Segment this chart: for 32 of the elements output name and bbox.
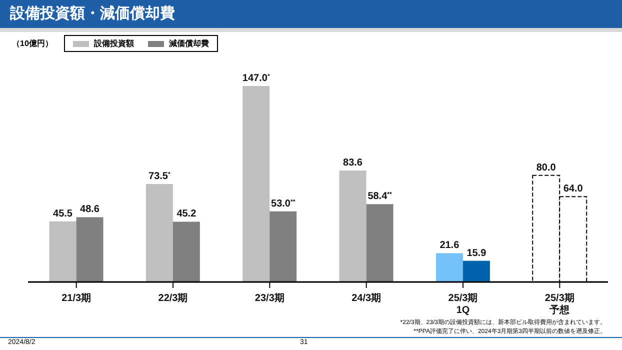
bar — [436, 253, 463, 282]
data-label: 147.0$^{*}$ — [242, 73, 270, 84]
text: （10億円） — [12, 38, 53, 49]
data-label: 80.0 — [536, 162, 556, 174]
x-tick-label: 23/3期 — [254, 293, 286, 305]
legend-label: 減価償却費 — [169, 38, 209, 49]
x-tick-label: 22/3期 — [157, 293, 189, 305]
x-tick-label: 24/3期 — [350, 293, 382, 305]
data-label: 53.0$^{**}$ — [271, 198, 296, 210]
data-label: 15.9 — [466, 248, 487, 259]
bar — [462, 260, 490, 282]
data-label: 73.5$^{*}$ — [148, 171, 171, 182]
legend-label: 設備投資額 — [94, 38, 134, 49]
bar — [146, 184, 173, 282]
data-label: 21.6 — [440, 240, 460, 252]
bar — [49, 221, 76, 282]
data-label: 48.6 — [80, 204, 100, 216]
x-tick-label: 25/3期予想 — [544, 293, 576, 317]
bar — [76, 217, 104, 282]
data-label: 83.6 — [343, 158, 363, 169]
x-tick-label: 25/3期 1Q — [447, 293, 479, 317]
bar — [270, 211, 297, 282]
bar — [366, 204, 394, 282]
data-label: 58.4$^{**}$ — [368, 191, 392, 202]
data-label: 64.0 — [563, 184, 584, 195]
bar — [242, 86, 270, 282]
bar — [172, 222, 200, 282]
bar — [339, 170, 366, 282]
x-tick-label: 21/3期 — [60, 293, 92, 305]
chart-title: 設備投資額・減価償却費 — [0, 0, 622, 28]
data-label: 45.5 — [53, 208, 73, 220]
data-label: 45.2 — [176, 208, 197, 220]
